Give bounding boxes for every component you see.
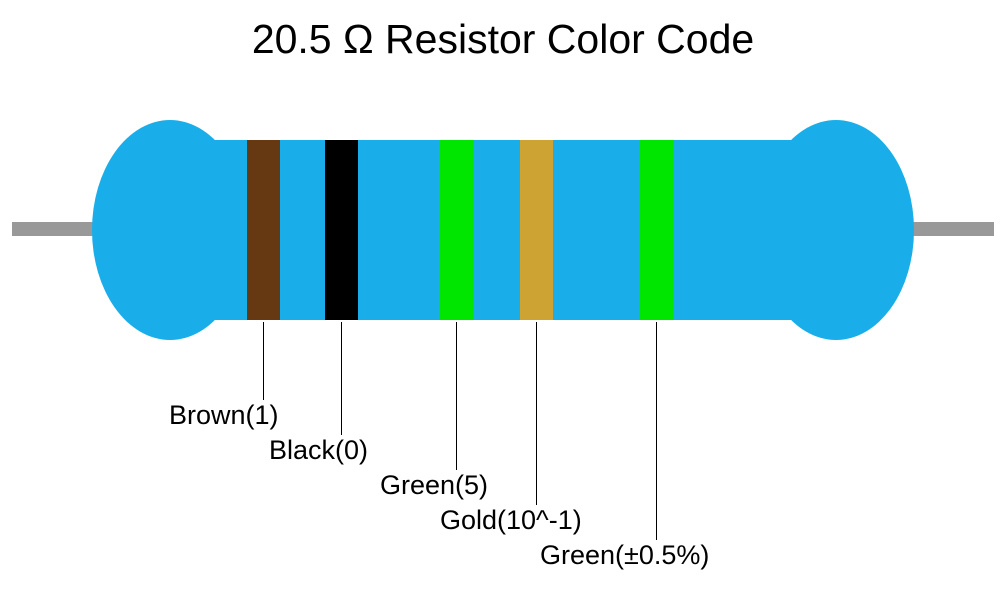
band-5 xyxy=(640,140,673,320)
band-2 xyxy=(325,140,358,320)
band-2-label: Black(0) xyxy=(269,435,368,466)
band-3 xyxy=(440,140,473,320)
band-3-label: Green(5) xyxy=(380,470,488,501)
band-5-label: Green(±0.5%) xyxy=(540,540,709,571)
band-4 xyxy=(520,140,553,320)
band-1 xyxy=(247,140,280,320)
band-1-label: Brown(1) xyxy=(169,400,279,431)
band-4-label: Gold(10^-1) xyxy=(440,505,582,536)
